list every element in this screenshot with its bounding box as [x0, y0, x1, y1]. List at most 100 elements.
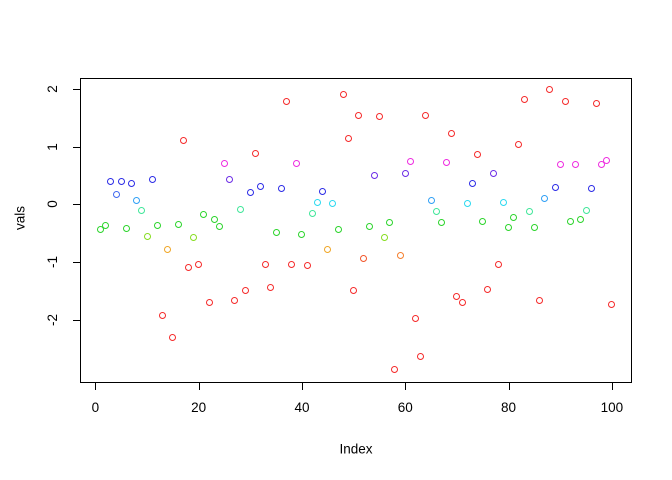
data-point: [319, 187, 327, 195]
data-point: [272, 229, 280, 237]
data-point: [479, 218, 487, 226]
data-point: [381, 233, 389, 241]
data-point: [298, 231, 306, 239]
data-point: [308, 210, 316, 218]
data-point: [355, 111, 363, 119]
data-point: [432, 207, 440, 215]
data-point: [339, 90, 347, 98]
data-point: [138, 206, 146, 214]
data-point: [474, 150, 482, 158]
data-point: [587, 185, 595, 193]
data-point: [226, 175, 234, 183]
data-point: [293, 160, 301, 168]
data-point: [231, 296, 239, 304]
data-point: [195, 260, 203, 268]
data-point: [437, 219, 445, 227]
data-point: [97, 226, 105, 234]
data-point: [112, 190, 120, 198]
y-tick: [73, 262, 80, 264]
data-point: [344, 134, 352, 142]
data-point: [303, 261, 311, 269]
data-point: [572, 160, 580, 168]
data-point: [458, 298, 466, 306]
data-point: [412, 314, 420, 322]
data-point: [499, 199, 507, 207]
data-point: [159, 312, 167, 320]
data-point: [277, 185, 285, 193]
y-tick: [73, 204, 80, 206]
data-point: [375, 112, 383, 120]
y-tick-label: 0: [45, 200, 60, 209]
data-point: [133, 196, 141, 204]
data-point: [551, 183, 559, 191]
data-point: [241, 287, 249, 295]
data-point: [313, 198, 321, 206]
data-point: [396, 252, 404, 260]
data-point: [401, 170, 409, 178]
data-point: [567, 217, 575, 225]
data-point: [489, 170, 497, 178]
data-point: [530, 223, 538, 231]
x-tick: [95, 383, 97, 390]
data-point: [334, 225, 342, 233]
data-point: [251, 150, 259, 158]
data-point: [422, 111, 430, 119]
data-point: [417, 353, 425, 360]
data-point: [520, 96, 528, 104]
data-point: [288, 261, 296, 269]
data-point: [200, 211, 208, 219]
data-point: [107, 178, 115, 186]
data-point: [577, 215, 585, 223]
y-tick-label: -1: [45, 256, 60, 269]
data-point: [468, 179, 476, 187]
x-tick: [611, 383, 613, 390]
data-point: [174, 221, 182, 229]
data-point: [448, 130, 456, 138]
data-point: [582, 206, 590, 214]
x-tick-label: 100: [600, 400, 624, 415]
x-tick-label: 20: [191, 400, 207, 415]
y-tick: [73, 146, 80, 148]
y-tick-label: 1: [45, 143, 60, 151]
data-point: [592, 99, 600, 107]
data-point: [561, 98, 569, 106]
data-point: [463, 200, 471, 208]
data-point: [427, 197, 435, 205]
x-axis-title: Index: [339, 441, 373, 457]
data-point: [329, 199, 337, 207]
data-point: [153, 222, 161, 230]
data-point: [525, 208, 533, 216]
x-tick-label: 80: [501, 400, 517, 415]
data-point: [128, 179, 136, 187]
data-point: [603, 156, 611, 164]
data-point: [236, 206, 244, 214]
data-point: [221, 160, 228, 168]
data-point: [282, 97, 290, 105]
data-point: [494, 260, 502, 268]
data-point: [257, 183, 265, 191]
y-tick-label: 2: [45, 85, 60, 93]
data-point: [406, 158, 414, 166]
data-point: [536, 296, 544, 304]
data-point: [541, 195, 549, 203]
data-point: [386, 218, 394, 226]
data-point: [484, 285, 492, 293]
data-point: [169, 333, 177, 341]
x-tick: [198, 383, 200, 390]
x-tick: [405, 383, 407, 390]
y-tick: [73, 319, 80, 321]
data-point: [205, 298, 213, 306]
data-point: [246, 189, 254, 197]
data-point: [179, 136, 187, 144]
data-point: [117, 178, 125, 186]
data-point: [608, 301, 616, 309]
data-point: [148, 175, 156, 183]
data-point: [215, 223, 223, 231]
data-point: [143, 233, 151, 241]
x-tick: [301, 383, 303, 390]
x-tick-label: 40: [294, 400, 310, 415]
data-point: [453, 292, 461, 300]
data-point: [443, 158, 451, 166]
y-tick-label: -2: [45, 313, 60, 326]
